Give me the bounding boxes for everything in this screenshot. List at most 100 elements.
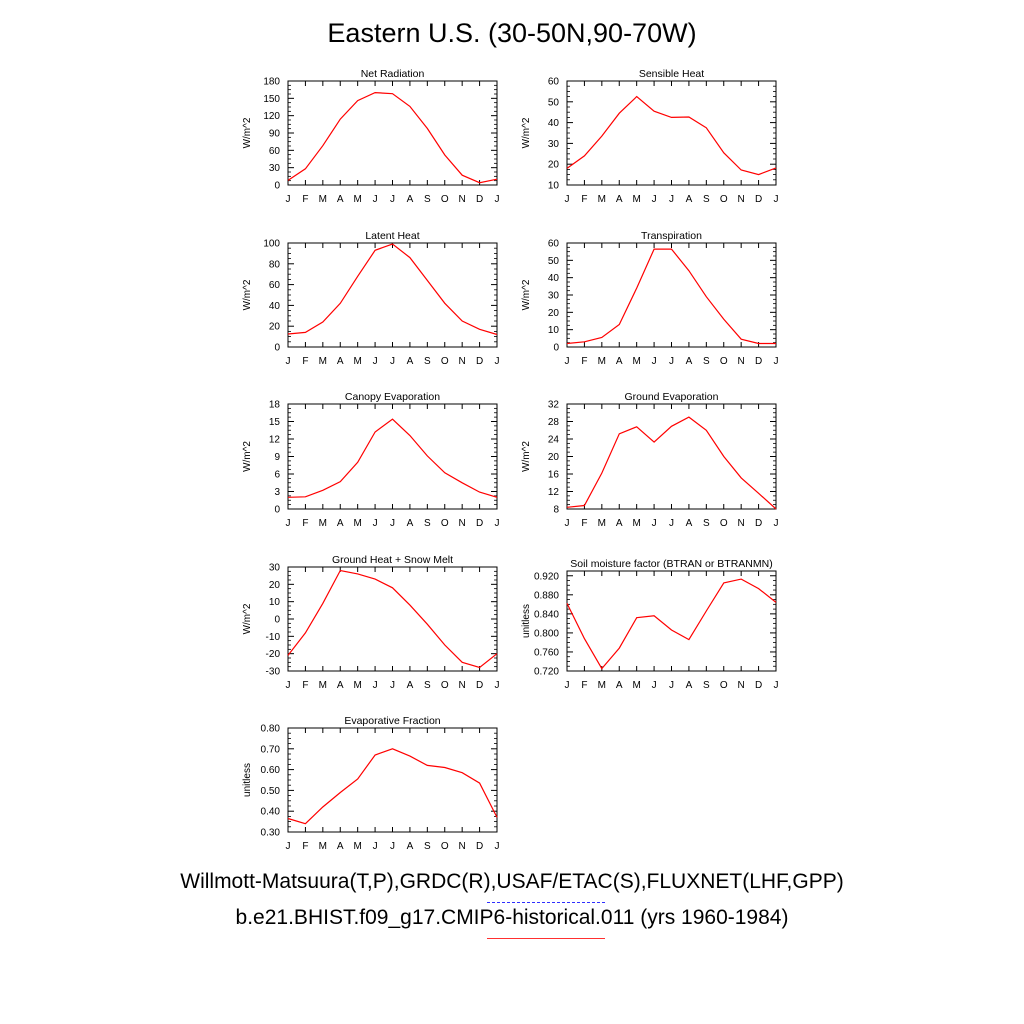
canopy-evaporation-x-tick-label: J — [390, 518, 395, 529]
soil-moisture-factor-btran-or-btranmn-x-tick-label: M — [632, 680, 640, 691]
chart-soil-moisture-factor-btran-or-btranmn: Soil moisture factor (BTRAN or BTRANMN) J… — [521, 558, 779, 691]
ground-evaporation-y-tick-label: 12 — [548, 487, 560, 498]
sensible-heat-series-line — [566, 95, 777, 176]
ground-evaporation-y-tick-label: 8 — [553, 505, 559, 516]
sensible-heat-x-tick-label: M — [598, 194, 606, 205]
ground-evaporation-y-tick-label: 24 — [548, 435, 560, 446]
sensible-heat-y-tick-label: 60 — [548, 77, 560, 88]
transpiration-x-tick-label: N — [738, 356, 745, 367]
net-radiation-title: Net Radiation — [361, 68, 425, 80]
ground-evaporation-x-tick-label: O — [720, 518, 728, 529]
ground-heat-snow-melt-y-tick-label: -10 — [266, 632, 281, 643]
ground-evaporation-x-tick-label: J — [669, 518, 674, 529]
ground-heat-snow-melt-y-tick-label: -30 — [266, 667, 281, 678]
ground-heat-snow-melt-y-tick-label: 30 — [269, 563, 281, 574]
sensible-heat-y-tick-label: 40 — [548, 118, 560, 129]
sensible-heat-x-tick-label: A — [616, 194, 623, 205]
canopy-evaporation-x-tick-label: A — [407, 518, 414, 529]
canopy-evaporation-x-tick-label: J — [373, 518, 378, 529]
soil-moisture-factor-btran-or-btranmn-x-tick-label: J — [774, 680, 779, 691]
soil-moisture-factor-btran-or-btranmn-x-tick-label: O — [720, 680, 728, 691]
evaporative-fraction-x-tick-label: S — [424, 841, 431, 852]
evaporative-fraction-x-tick-label: M — [319, 841, 327, 852]
transpiration-x-tick-label: J — [669, 356, 674, 367]
transpiration-x-tick-label: A — [616, 356, 623, 367]
canopy-evaporation-series-line — [287, 418, 498, 498]
ground-evaporation-x-tick-label: S — [703, 518, 710, 529]
net-radiation-y-tick-label: 90 — [269, 129, 281, 140]
canopy-evaporation-x-tick-label: J — [495, 518, 500, 529]
latent-heat-y-tick-label: 100 — [263, 239, 280, 250]
ground-heat-snow-melt-x-tick-label: J — [495, 680, 500, 691]
ground-heat-snow-melt-x-tick-label: M — [319, 680, 327, 691]
ground-evaporation-x-tick-label: M — [598, 518, 606, 529]
latent-heat-x-tick-label: J — [390, 356, 395, 367]
soil-moisture-factor-btran-or-btranmn-x-tick-label: A — [686, 680, 693, 691]
sensible-heat-x-tick-label: F — [581, 194, 587, 205]
legend-model-label: b.e21.BHIST.f09_g17.CMIP6-historical.011… — [235, 906, 789, 929]
transpiration-series-line — [566, 248, 776, 345]
ground-evaporation-frame — [566, 403, 777, 510]
net-radiation-x-tick-label: J — [495, 194, 500, 205]
canopy-evaporation-x-tick-label: O — [441, 518, 449, 529]
ground-heat-snow-melt-y-tick-label: 0 — [274, 615, 280, 626]
ground-heat-snow-melt-y-axis-label: W/m^2 — [242, 603, 253, 634]
canopy-evaporation-x-tick-label: A — [337, 518, 344, 529]
ground-heat-snow-melt-x-tick-label: D — [476, 680, 483, 691]
latent-heat-x-tick-label: J — [373, 356, 378, 367]
latent-heat-y-tick-label: 60 — [269, 280, 281, 291]
ground-evaporation-y-tick-label: 16 — [548, 470, 560, 481]
latent-heat-x-tick-label: M — [353, 356, 361, 367]
canopy-evaporation-y-tick-label: 18 — [269, 400, 281, 411]
sensible-heat-x-tick-label: J — [774, 194, 779, 205]
transpiration-y-tick-label: 0 — [553, 343, 559, 354]
soil-moisture-factor-btran-or-btranmn-frame — [566, 570, 777, 672]
transpiration-x-tick-label: M — [598, 356, 606, 367]
evaporative-fraction-x-tick-label: F — [302, 841, 308, 852]
soil-moisture-factor-btran-or-btranmn-y-tick-label: 0.720 — [534, 667, 559, 678]
ground-heat-snow-melt-x-tick-label: J — [286, 680, 291, 691]
net-radiation-x-tick-label: S — [424, 194, 431, 205]
legend-model-swatch — [487, 938, 605, 939]
net-radiation-y-tick-label: 150 — [263, 94, 280, 105]
canopy-evaporation-x-tick-label: J — [286, 518, 291, 529]
soil-moisture-factor-btran-or-btranmn-y-tick-label: 0.800 — [534, 628, 559, 639]
transpiration-x-tick-label: M — [632, 356, 640, 367]
soil-moisture-factor-btran-or-btranmn-y-tick-label: 0.760 — [534, 647, 559, 658]
canopy-evaporation-x-tick-label: S — [424, 518, 431, 529]
ground-evaporation-x-tick-label: M — [632, 518, 640, 529]
latent-heat-y-axis-label: W/m^2 — [242, 279, 253, 310]
sensible-heat-x-tick-label: J — [669, 194, 674, 205]
evaporative-fraction-x-tick-label: D — [476, 841, 483, 852]
net-radiation-x-tick-label: A — [407, 194, 414, 205]
latent-heat-x-tick-label: O — [441, 356, 449, 367]
soil-moisture-factor-btran-or-btranmn-y-tick-label: 0.880 — [534, 590, 559, 601]
canopy-evaporation-x-tick-label: D — [476, 518, 483, 529]
ground-evaporation-x-tick-label: J — [565, 518, 570, 529]
evaporative-fraction-y-tick-label: 0.80 — [261, 724, 281, 735]
ground-heat-snow-melt-x-tick-label: F — [302, 680, 308, 691]
latent-heat-x-tick-label: F — [302, 356, 308, 367]
soil-moisture-factor-btran-or-btranmn-x-tick-label: D — [755, 680, 762, 691]
net-radiation-x-tick-label: J — [286, 194, 291, 205]
ground-evaporation-x-tick-label: F — [581, 518, 587, 529]
evaporative-fraction-y-axis-label: unitless — [242, 763, 253, 797]
transpiration-title: Transpiration — [641, 230, 702, 242]
soil-moisture-factor-btran-or-btranmn-x-tick-label: F — [581, 680, 587, 691]
net-radiation-frame — [287, 80, 498, 186]
transpiration-x-tick-label: A — [686, 356, 693, 367]
transpiration-frame — [566, 242, 777, 348]
evaporative-fraction-x-tick-label: N — [459, 841, 466, 852]
ground-evaporation-x-tick-label: A — [686, 518, 693, 529]
legend-observations-label: Willmott-Matsuura(T,P),GRDC(R),USAF/ETAC… — [180, 870, 844, 893]
soil-moisture-factor-btran-or-btranmn-x-tick-label: S — [703, 680, 710, 691]
evaporative-fraction-y-tick-label: 0.70 — [261, 744, 281, 755]
legend-observations-swatch — [487, 902, 605, 903]
latent-heat-y-tick-label: 40 — [269, 301, 281, 312]
latent-heat-x-tick-label: J — [286, 356, 291, 367]
soil-moisture-factor-btran-or-btranmn-x-tick-label: J — [565, 680, 570, 691]
transpiration-x-tick-label: J — [565, 356, 570, 367]
